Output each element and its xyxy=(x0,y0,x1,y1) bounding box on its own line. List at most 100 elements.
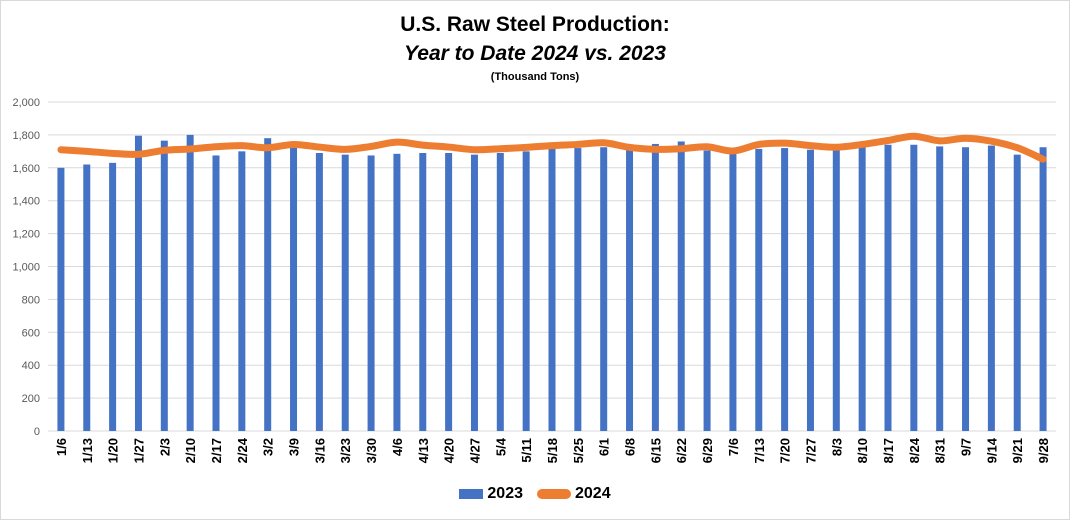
bar-2023 xyxy=(160,140,168,431)
point-2024 xyxy=(732,150,734,152)
bar-2023 xyxy=(858,146,866,432)
y-tick-label: 0 xyxy=(34,426,40,438)
x-tick-label: 2/10 xyxy=(183,438,198,463)
x-tick-label: 2/17 xyxy=(209,438,224,463)
legend-swatch-2023 xyxy=(459,489,484,499)
bar-2023 xyxy=(651,143,659,431)
point-2024 xyxy=(241,145,243,147)
bar-2023 xyxy=(496,152,504,431)
point-2024 xyxy=(809,145,811,147)
bar-2023 xyxy=(832,148,840,431)
x-tick-label: 8/24 xyxy=(907,437,922,463)
chart-title: U.S. Raw Steel Production: xyxy=(400,13,670,36)
x-tick-label: 7/13 xyxy=(752,438,767,463)
point-2024 xyxy=(293,143,295,145)
point-2024 xyxy=(654,148,656,150)
point-2024 xyxy=(551,145,553,147)
x-tick-label: 6/1 xyxy=(597,438,612,456)
bar-2023 xyxy=(626,149,634,431)
point-2024 xyxy=(758,143,760,145)
point-2024 xyxy=(784,142,786,144)
legend-label-2024: 2024 xyxy=(575,485,611,502)
legend-swatch-2024 xyxy=(537,489,571,499)
bar-2023 xyxy=(290,145,298,431)
bar-2023 xyxy=(729,153,737,431)
chart-unit-note: (Thousand Tons) xyxy=(490,71,580,83)
x-tick-label: 3/30 xyxy=(364,438,379,463)
x-tick-label: 5/25 xyxy=(571,438,586,463)
x-tick-label: 6/15 xyxy=(648,438,663,463)
x-tick-label: 5/18 xyxy=(545,438,560,463)
bar-2023 xyxy=(238,151,246,431)
point-2024 xyxy=(939,140,941,142)
x-tick-label: 9/14 xyxy=(984,437,999,463)
bar-2023 xyxy=(1013,154,1021,431)
x-tick-label: 7/20 xyxy=(778,438,793,463)
y-tick-label: 200 xyxy=(22,393,40,405)
point-2024 xyxy=(1042,158,1044,160)
point-2024 xyxy=(680,148,682,150)
point-2024 xyxy=(163,149,165,151)
x-tick-label: 3/2 xyxy=(261,438,276,456)
bar-2023 xyxy=(574,148,582,431)
point-2024 xyxy=(887,139,889,141)
x-tick-label: 8/31 xyxy=(933,438,948,463)
bar-2023 xyxy=(57,167,65,432)
point-2024 xyxy=(396,141,398,143)
point-2024 xyxy=(318,146,320,148)
y-tick-label: 1,200 xyxy=(12,229,40,241)
point-2024 xyxy=(861,143,863,145)
bar-2023 xyxy=(470,154,478,431)
bar-2023 xyxy=(936,146,944,432)
bar-2023 xyxy=(419,152,427,431)
legend-item-2023: 2023 xyxy=(459,485,523,503)
y-tick-label: 1,800 xyxy=(12,130,40,142)
point-2024 xyxy=(137,153,139,155)
point-2024 xyxy=(422,144,424,146)
bar-2023 xyxy=(186,134,194,431)
x-tick-label: 3/9 xyxy=(287,438,302,456)
bar-2023 xyxy=(884,144,892,431)
point-2024 xyxy=(448,146,450,148)
point-2024 xyxy=(629,146,631,148)
bar-2023 xyxy=(987,145,995,431)
x-tick-label: 9/7 xyxy=(959,438,974,456)
point-2024 xyxy=(525,146,527,148)
x-tick-label: 5/11 xyxy=(519,438,534,463)
bar-2023 xyxy=(703,150,711,431)
y-tick-label: 1,600 xyxy=(12,163,40,175)
x-tick-label: 3/16 xyxy=(312,438,327,463)
bar-2023 xyxy=(445,152,453,431)
x-tick-label: 6/8 xyxy=(623,438,638,456)
x-tick-label: 1/13 xyxy=(80,438,95,463)
x-tick-label: 2/3 xyxy=(157,438,172,456)
bar-2023 xyxy=(83,164,91,431)
point-2024 xyxy=(86,150,88,152)
x-tick-label: 7/6 xyxy=(726,438,741,456)
bar-2023 xyxy=(212,155,220,431)
y-tick-label: 1,000 xyxy=(12,262,40,274)
x-tick-label: 6/29 xyxy=(700,438,715,463)
bar-2023 xyxy=(962,147,970,432)
bar-2023 xyxy=(109,162,117,432)
x-tick-label: 1/6 xyxy=(54,438,69,456)
x-tick-label: 7/27 xyxy=(803,438,818,463)
point-2024 xyxy=(965,137,967,139)
point-2024 xyxy=(913,135,915,137)
bar-2023 xyxy=(134,135,142,431)
bar-2023 xyxy=(781,148,789,431)
bar-2023 xyxy=(315,152,323,431)
y-tick-label: 800 xyxy=(22,294,40,306)
x-tick-label: 9/21 xyxy=(1010,438,1025,463)
x-tick-label: 9/28 xyxy=(1036,438,1051,463)
y-tick-label: 2,000 xyxy=(12,97,40,109)
x-tick-label: 6/22 xyxy=(674,438,689,463)
chart-legend: 2023 2024 xyxy=(1,485,1069,503)
y-tick-label: 600 xyxy=(22,327,40,339)
x-tick-label: 1/20 xyxy=(106,438,121,463)
bar-2023 xyxy=(910,144,918,431)
x-tick-label: 1/27 xyxy=(131,438,146,463)
x-tick-label: 4/20 xyxy=(442,438,457,463)
